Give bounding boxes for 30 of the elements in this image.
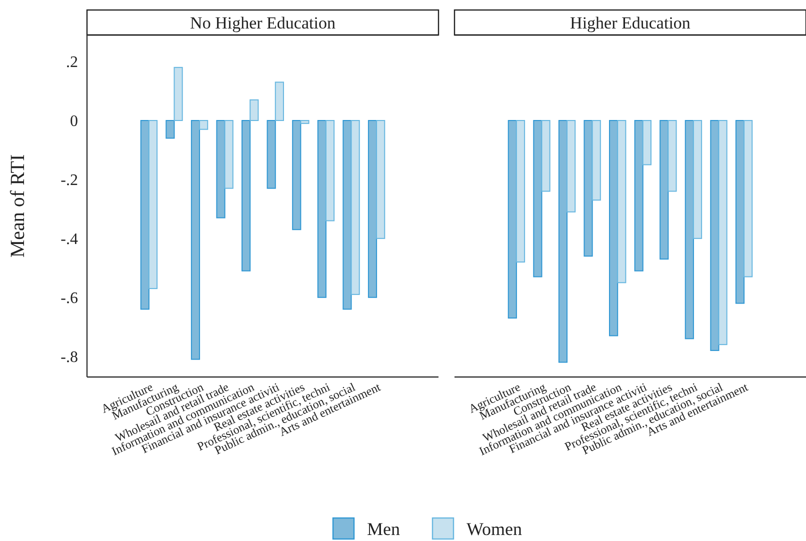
bar	[350, 120, 360, 295]
bar	[292, 120, 302, 230]
bar	[300, 120, 310, 124]
bar	[274, 82, 284, 121]
bar	[199, 120, 208, 130]
bar	[376, 120, 386, 239]
chart-title: No Higher Education	[190, 13, 336, 32]
bar	[148, 120, 158, 290]
bar	[368, 120, 378, 298]
bar	[216, 120, 226, 218]
bar	[242, 120, 251, 272]
bar	[190, 120, 200, 360]
y-tick-label: 0	[70, 113, 78, 130]
bar	[325, 120, 335, 222]
y-axis-title: Mean of RTI	[7, 154, 29, 258]
bar	[342, 120, 352, 310]
y-tick-label: -.6	[60, 290, 78, 307]
legend-label: Men	[367, 518, 400, 539]
bar	[224, 120, 234, 189]
bar	[250, 99, 259, 121]
bar	[266, 120, 276, 189]
chart-title: Higher Education	[570, 13, 691, 32]
y-tick-label: -.8	[60, 348, 78, 366]
y-tick-label: -.4	[60, 231, 78, 248]
legend-label: Women	[466, 518, 522, 539]
bar	[174, 66, 183, 121]
y-tick-label: -.2	[60, 172, 78, 190]
bar	[166, 120, 175, 139]
bar	[317, 120, 326, 298]
y-tick-label: .2	[66, 54, 78, 72]
